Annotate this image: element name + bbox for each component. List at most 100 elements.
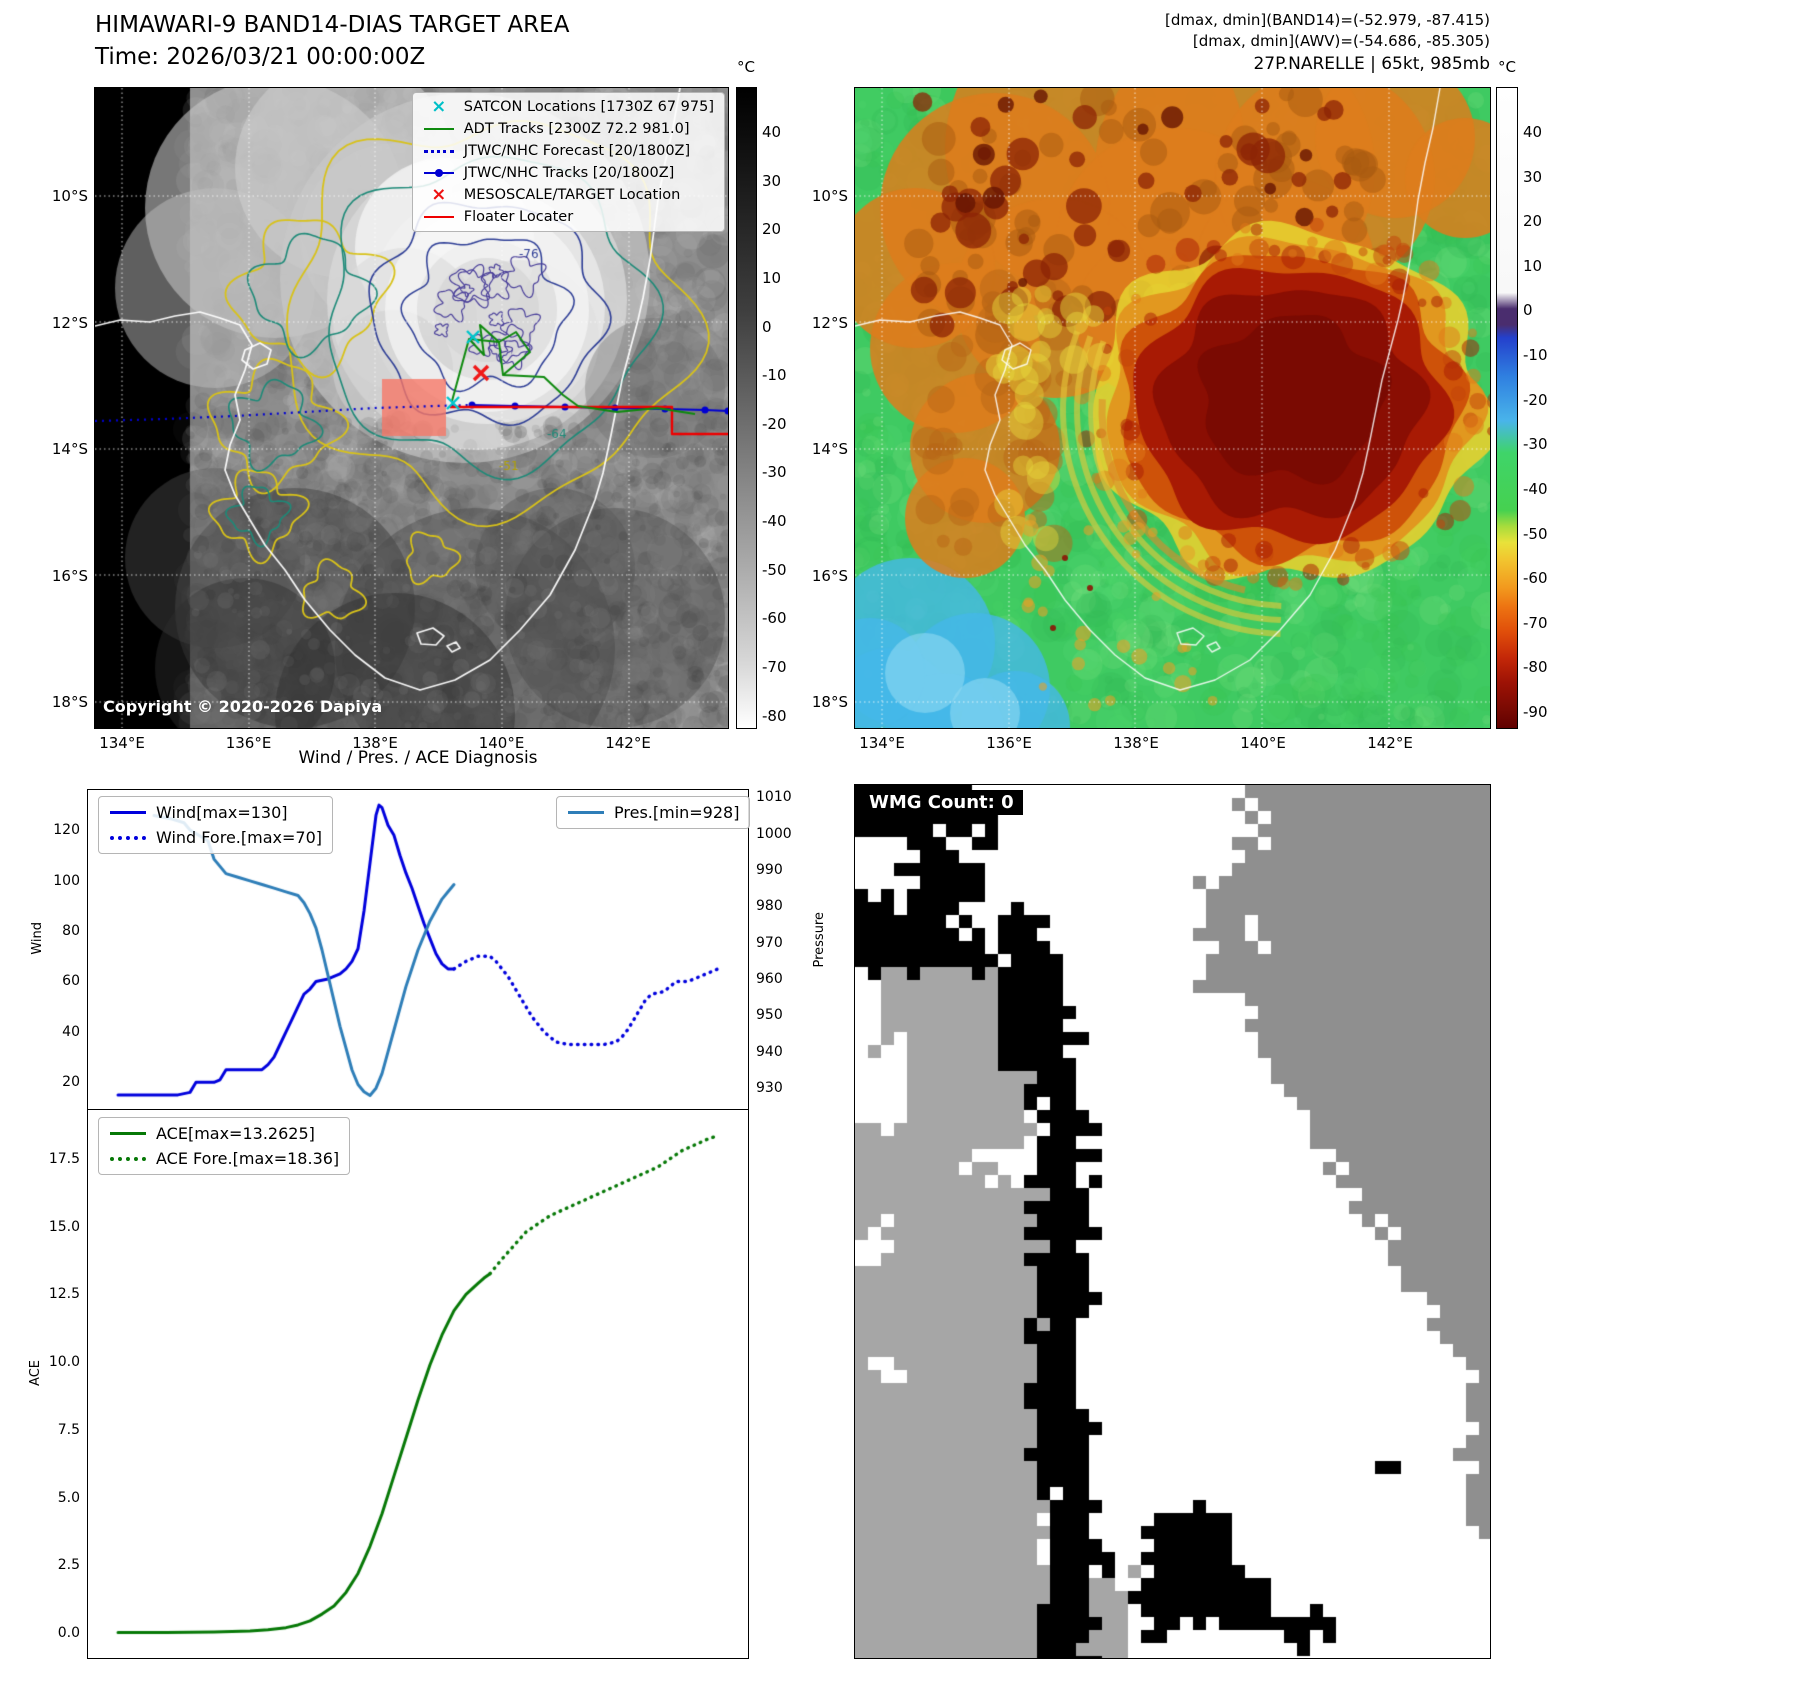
wind-legend-label-0: Wind[max=130] — [156, 803, 288, 822]
band14-lon-tick-0: 134°E — [99, 734, 145, 752]
map-legend-item-5: Floater Locater — [423, 208, 714, 226]
pressure-ytick-0: 930 — [756, 1080, 783, 1097]
pressure-ytick-7: 1000 — [756, 825, 792, 842]
x-marker-icon: × — [431, 96, 447, 117]
ace-ytick-1: 2.5 — [57, 1557, 80, 1574]
map-legend-label-0: SATCON Locations [1730Z 67 975] — [463, 99, 714, 115]
pressure-ytick-8: 1010 — [756, 789, 792, 806]
band14-colorbar-tick-3: 10 — [762, 268, 782, 287]
storm-info-text: 27P.NARELLE | 65kt, 985mb — [1253, 54, 1490, 74]
band14-colorbar-tick-12: -80 — [762, 706, 787, 725]
awv-lon-tick-2: 138°E — [1113, 734, 1159, 752]
wind-ytick-1: 40 — [62, 1023, 80, 1040]
ace-chart — [87, 1109, 749, 1659]
line-icon — [423, 210, 455, 224]
band14-colorbar-tick-9: -50 — [762, 560, 787, 579]
band14-lat-tick-3: 16°S — [51, 566, 88, 585]
ace-ytick-4: 10.0 — [48, 1354, 80, 1371]
awv-colorbar-tick-2: 20 — [1523, 212, 1543, 231]
pressure-ytick-2: 950 — [756, 1007, 783, 1024]
band14-colorbar-tick-2: 20 — [762, 220, 782, 239]
ace-ytick-7: 17.5 — [48, 1150, 80, 1167]
band14-lat-tick-4: 18°S — [51, 693, 88, 711]
x-marker-icon: × — [431, 184, 447, 205]
awv-header: [dmax, dmin](BAND14)=(-52.979, -87.415) … — [1050, 10, 1490, 75]
wmg-canvas — [855, 785, 1490, 1658]
awv-lon-tick-3: 140°E — [1240, 734, 1286, 752]
track-point-icon — [434, 169, 443, 177]
wind-legend-label-1: Wind Fore.[max=70] — [156, 828, 322, 847]
band14-lat-tick-0: 10°S — [51, 187, 88, 205]
ace-legend-label-0: ACE[max=13.2625] — [156, 1124, 315, 1143]
band14-colorbar-tick-11: -70 — [762, 657, 787, 676]
awv-colorbar-unit: °C — [1498, 58, 1516, 76]
awv-colorbar-tick-6: -20 — [1523, 390, 1548, 409]
map-legend-label-4: MESOSCALE/TARGET Location — [463, 187, 681, 203]
band14-colorbar-tick-0: 40 — [762, 123, 782, 141]
map-legend: × SATCON Locations [1730Z 67 975] ADT Trac… — [411, 92, 725, 232]
awv-colorbar-tick-10: -60 — [1523, 569, 1548, 588]
line-icon — [109, 806, 147, 820]
band14-colorbar-tick-6: -20 — [762, 414, 787, 433]
pressure-ytick-1: 940 — [756, 1043, 783, 1060]
band14-colorbar-tick-7: -30 — [762, 463, 787, 482]
ace-ytick-0: 0.0 — [57, 1625, 80, 1642]
awv-lat-tick-1: 12°S — [811, 313, 848, 332]
map-legend-item-4: × MESOSCALE/TARGET Location — [423, 186, 714, 204]
band14-colorbar-tick-1: 30 — [762, 171, 782, 190]
wind-ytick-5: 120 — [53, 822, 80, 839]
dotted-line-icon — [109, 831, 147, 845]
awv-lat-tick-4: 18°S — [811, 693, 848, 711]
band14-lon-tick-1: 136°E — [225, 734, 272, 752]
wmg-panel: WMG Count: 0 — [854, 784, 1491, 1659]
wind-legend-item-1: Wind Fore.[max=70] — [109, 827, 322, 848]
band14-time-label: Time: 2026/03/21 00:00:00Z — [95, 44, 426, 70]
wind-legend: Wind[max=130] Wind Fore.[max=70] — [98, 796, 333, 854]
dotted-line-icon — [109, 1152, 147, 1166]
ace-legend-item-0: ACE[max=13.2625] — [109, 1123, 339, 1144]
map-legend-item-3: JTWC/NHC Tracks [20/1800Z] — [423, 164, 714, 182]
map-legend-label-1: ADT Tracks [2300Z 72.2 981.0] — [463, 121, 690, 137]
ace-legend: ACE[max=13.2625] ACE Fore.[max=18.36] — [98, 1117, 351, 1175]
awv-colorbar-tick-7: -30 — [1523, 435, 1548, 454]
pressure-ytick-6: 990 — [756, 862, 783, 878]
ace-ytick-2: 5.0 — [57, 1489, 80, 1506]
band14-lon-tick-2: 138°E — [352, 734, 398, 752]
pressure-ytick-3: 960 — [756, 971, 783, 988]
line-icon — [567, 806, 605, 820]
band14-colorbar-tick-4: 0 — [762, 317, 772, 336]
copyright-text: Copyright © 2020-2026 Dapiya — [103, 697, 383, 716]
line-icon — [423, 122, 455, 136]
band14-colorbar-tick-8: -40 — [762, 512, 787, 531]
wind-ytick-2: 60 — [62, 973, 80, 990]
pressure-legend-label-0: Pres.[min=928] — [614, 803, 740, 822]
dmax-dmin-awv-text: [dmax, dmin](AWV)=(-54.686, -85.305) — [1192, 32, 1490, 50]
band14-lat-tick-2: 14°S — [51, 440, 88, 458]
wind-ytick-4: 100 — [53, 872, 80, 889]
band14-title: HIMAWARI-9 BAND14-DIAS TARGET AREA — [95, 12, 570, 38]
ace-legend-label-1: ACE Fore.[max=18.36] — [156, 1149, 340, 1168]
map-legend-item-2: JTWC/NHC Forecast [20/1800Z] — [423, 142, 714, 160]
awv-lon-tick-1: 136°E — [986, 734, 1032, 752]
awv-colorbar-tick-8: -40 — [1523, 479, 1548, 498]
diagnosis-title: Wind / Pres. / ACE Diagnosis — [298, 748, 538, 768]
band14-map-panel: × SATCON Locations [1730Z 67 975] ADT Trac… — [94, 87, 729, 729]
wmg-count-badge: WMG Count: 0 — [860, 790, 1023, 815]
ace-ytick-6: 15.0 — [48, 1218, 80, 1235]
awv-colorbar-tick-3: 10 — [1523, 256, 1543, 275]
awv-colorbar-tick-13: -90 — [1523, 703, 1548, 722]
band14-lon-tick-3: 140°E — [478, 734, 525, 752]
ace-ytick-3: 7.5 — [57, 1421, 80, 1438]
awv-colorbar-tick-1: 30 — [1523, 167, 1543, 186]
pressure-legend: Pres.[min=928] — [556, 796, 751, 829]
wind-legend-item-0: Wind[max=130] — [109, 802, 322, 823]
awv-colorbar-tick-9: -50 — [1523, 524, 1548, 543]
awv-colorbar-tick-11: -70 — [1523, 613, 1548, 632]
map-legend-label-3: JTWC/NHC Tracks [20/1800Z] — [463, 165, 675, 181]
awv-colorbar-tick-5: -10 — [1523, 346, 1548, 365]
map-legend-item-1: ADT Tracks [2300Z 72.2 981.0] — [423, 120, 714, 138]
awv-colorbar-tick-12: -80 — [1523, 658, 1548, 677]
awv-colorbar-tick-4: 0 — [1523, 301, 1533, 320]
dmax-dmin-band14-text: [dmax, dmin](BAND14)=(-52.979, -87.415) — [1165, 11, 1490, 29]
